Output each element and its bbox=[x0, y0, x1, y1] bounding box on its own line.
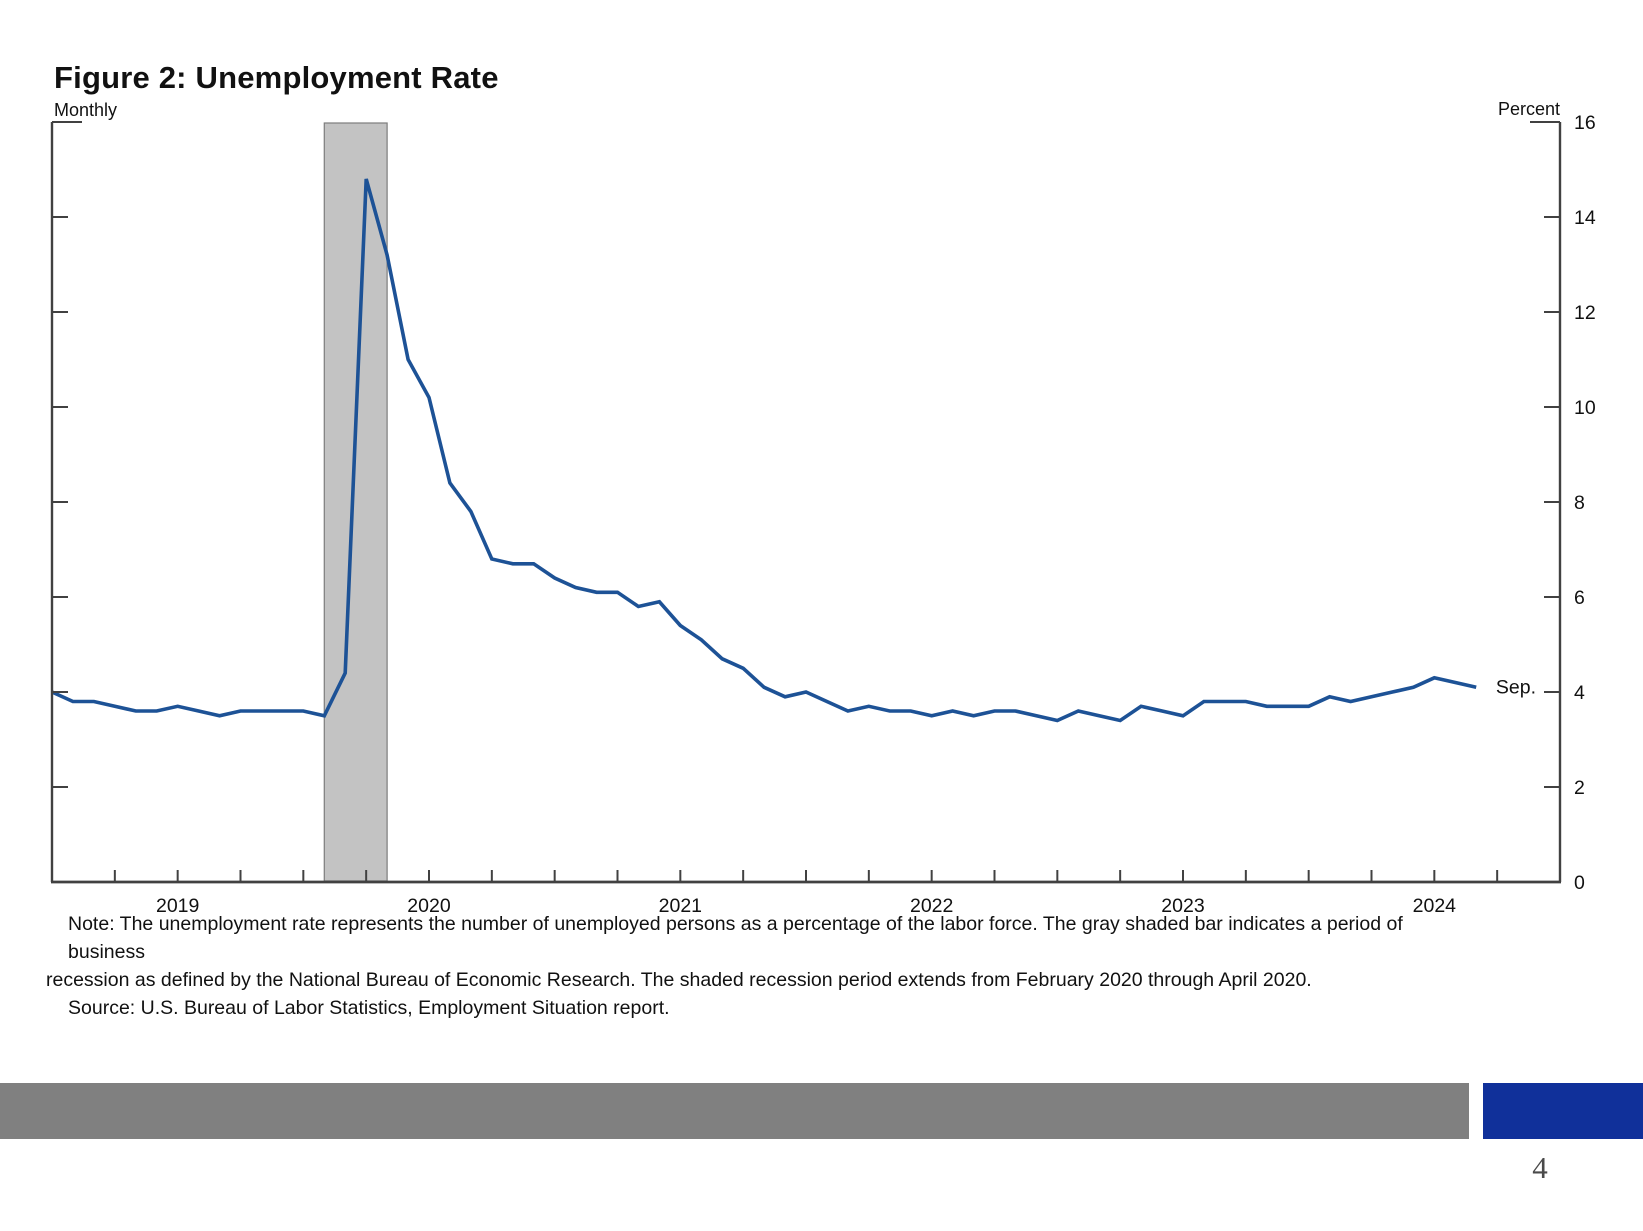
note-line-1: Note: The unemployment rate represents t… bbox=[68, 913, 1403, 963]
y-axis-label: 6 bbox=[1574, 587, 1585, 609]
figure-title: Figure 2: Unemployment Rate bbox=[54, 60, 499, 95]
recession-band bbox=[323, 122, 388, 882]
y-axis-label: 14 bbox=[1574, 207, 1596, 229]
footer-blue-bar bbox=[1483, 1083, 1643, 1139]
source-line: Source: U.S. Bureau of Labor Statistics,… bbox=[68, 997, 670, 1019]
x-axis-year-label: 2021 bbox=[659, 895, 702, 917]
footer-gray-bar bbox=[0, 1083, 1469, 1139]
y-axis-label: 0 bbox=[1574, 872, 1585, 894]
unemployment-line bbox=[51, 178, 1477, 723]
unit-label: Percent bbox=[1497, 99, 1560, 119]
note-line-2: recession as defined by the National Bur… bbox=[46, 969, 1312, 991]
y-axis-label: 16 bbox=[1574, 112, 1596, 134]
y-axis-label: 4 bbox=[1574, 682, 1585, 704]
page-number: 4 bbox=[1532, 1150, 1548, 1185]
x-axis-year-label: 2023 bbox=[1161, 895, 1204, 917]
frequency-label: Monthly bbox=[54, 100, 118, 120]
x-axis-year-label: 2024 bbox=[1413, 895, 1457, 917]
y-axis-label: 8 bbox=[1574, 492, 1585, 514]
last-point-annotation: Sep. bbox=[1496, 676, 1536, 698]
y-axis-label: 2 bbox=[1574, 777, 1585, 799]
x-axis-year-label: 2019 bbox=[156, 895, 199, 917]
x-axis-year-label: 2022 bbox=[910, 895, 953, 917]
note-block: Note: The unemployment rate represents t… bbox=[46, 910, 1446, 1022]
y-axis-label: 12 bbox=[1574, 302, 1596, 324]
y-axis-label: 10 bbox=[1574, 397, 1596, 419]
x-axis-year-label: 2020 bbox=[407, 895, 451, 917]
